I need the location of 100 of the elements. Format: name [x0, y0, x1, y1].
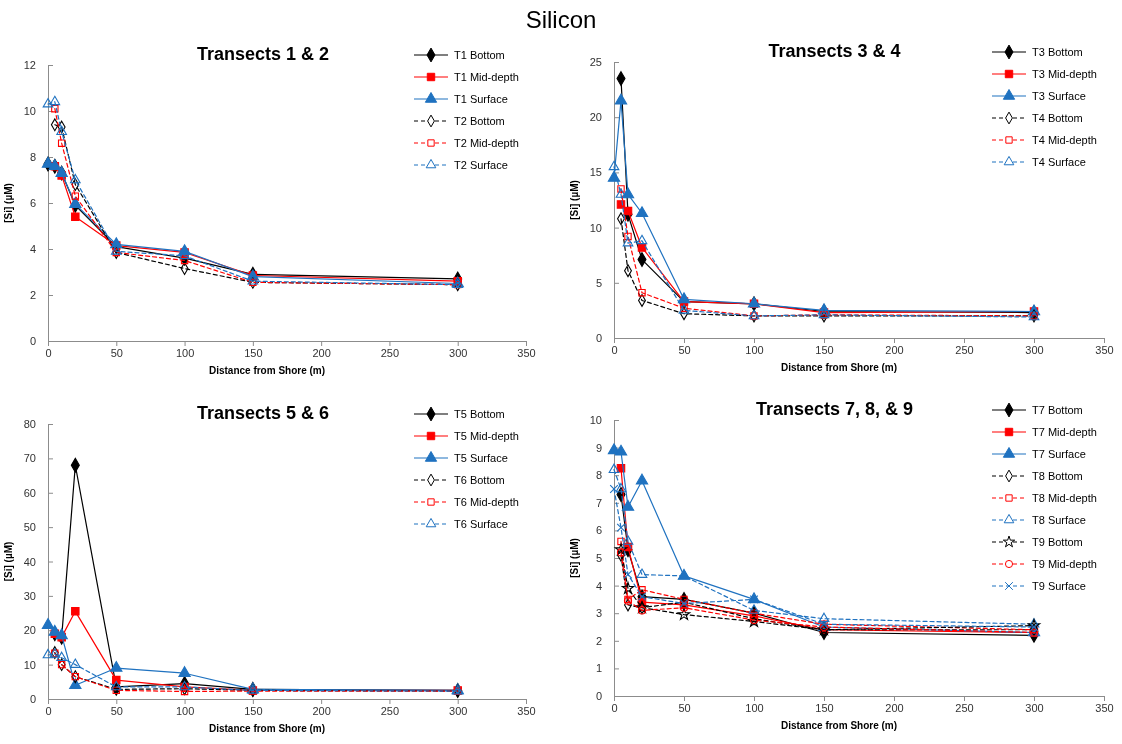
- y-tick-label: 10: [589, 221, 602, 234]
- x-tick-label: 300: [449, 346, 468, 359]
- x-axis-title: Distance from Shore (m): [208, 723, 326, 734]
- x-tick-label: 350: [1095, 343, 1114, 356]
- y-tick-label: 2: [29, 289, 36, 302]
- legend-label: T2 Mid-depth: [454, 137, 519, 149]
- legend-label: T9 Surface: [1032, 580, 1086, 592]
- x-tick-label: 350: [517, 346, 536, 359]
- y-tick-label: 4: [595, 579, 602, 592]
- x-tick-label: 100: [745, 701, 764, 714]
- y-tick-label: 2: [595, 634, 602, 647]
- y-axis-title: [Si] (µM): [569, 538, 580, 578]
- legend-label: T1 Bottom: [454, 49, 505, 61]
- legend-label: T7 Surface: [1032, 448, 1086, 460]
- y-tick-label: 5: [595, 552, 602, 565]
- legend-label: T9 Mid-depth: [1032, 558, 1097, 570]
- x-tick-label: 0: [45, 346, 52, 359]
- x-tick-label: 200: [885, 701, 904, 714]
- y-tick-label: 8: [29, 151, 36, 164]
- x-axis-title: Distance from Shore (m): [780, 362, 898, 373]
- legend-label: T8 Mid-depth: [1032, 492, 1097, 504]
- legend-label: T3 Surface: [1032, 90, 1086, 102]
- x-tick-label: 100: [175, 346, 195, 359]
- y-tick-label: 0: [595, 690, 602, 703]
- y-tick-label: 25: [589, 56, 602, 69]
- y-tick-label: 80: [23, 418, 36, 431]
- x-tick-label: 250: [380, 704, 400, 717]
- chart-title: Transects 1 & 2: [197, 44, 330, 64]
- x-tick-label: 0: [611, 701, 618, 714]
- x-tick-label: 300: [1025, 343, 1044, 356]
- x-tick-label: 150: [244, 704, 263, 717]
- x-tick-label: 50: [678, 701, 691, 714]
- y-tick-label: 1: [595, 662, 602, 675]
- legend-label: T3 Mid-depth: [1032, 68, 1097, 80]
- chart-title: Transects 5 & 6: [197, 403, 330, 423]
- y-tick-label: 6: [29, 197, 36, 210]
- x-tick-label: 150: [244, 346, 263, 359]
- y-tick-label: 50: [23, 521, 36, 534]
- x-tick-label: 50: [678, 343, 691, 356]
- legend-label: T3 Bottom: [1032, 46, 1083, 58]
- y-tick-label: 9: [595, 441, 602, 454]
- x-tick-label: 0: [45, 704, 52, 717]
- x-tick-label: 350: [1095, 701, 1114, 714]
- legend-label: T5 Bottom: [454, 408, 505, 420]
- y-tick-label: 10: [23, 105, 36, 118]
- y-tick-label: 0: [29, 693, 36, 706]
- y-tick-label: 5: [595, 276, 602, 289]
- x-tick-label: 200: [885, 343, 904, 356]
- legend-label: T9 Bottom: [1032, 536, 1083, 548]
- legend-label: T4 Surface: [1032, 156, 1086, 168]
- chart-title: Transects 3 & 4: [768, 41, 901, 61]
- legend-label: T1 Mid-depth: [454, 71, 519, 83]
- chart-title: Transects 7, 8, & 9: [755, 399, 914, 419]
- x-tick-label: 300: [1025, 701, 1044, 714]
- legend-label: T7 Mid-depth: [1032, 426, 1097, 438]
- y-tick-label: 6: [595, 524, 602, 537]
- x-tick-label: 100: [175, 704, 195, 717]
- legend-label: T8 Surface: [1032, 514, 1086, 526]
- legend-label: T6 Surface: [454, 518, 508, 530]
- y-tick-label: 7: [595, 496, 602, 509]
- x-tick-label: 100: [745, 343, 764, 356]
- legend-label: T2 Bottom: [454, 115, 505, 127]
- y-tick-label: 12: [23, 59, 36, 72]
- legend-label: T1 Surface: [454, 93, 508, 105]
- y-axis-title: [Si] (µM): [3, 183, 14, 223]
- y-tick-label: 10: [23, 658, 36, 671]
- y-axis-title: [Si] (µM): [569, 180, 580, 220]
- y-tick-label: 3: [595, 607, 602, 620]
- x-tick-label: 150: [815, 701, 834, 714]
- y-tick-label: 30: [23, 589, 36, 602]
- x-tick-label: 50: [110, 704, 123, 717]
- legend-label: T4 Bottom: [1032, 112, 1083, 124]
- y-axis-title: [Si] (µM): [3, 541, 14, 582]
- y-tick-label: 20: [589, 111, 602, 124]
- legend-label: T4 Mid-depth: [1032, 134, 1097, 146]
- y-tick-label: 60: [23, 486, 36, 499]
- x-tick-label: 200: [312, 346, 331, 359]
- x-tick-label: 150: [815, 343, 834, 356]
- x-tick-label: 250: [955, 701, 974, 714]
- legend-label: T5 Mid-depth: [454, 430, 519, 442]
- x-tick-label: 250: [955, 343, 974, 356]
- x-tick-label: 300: [449, 704, 468, 717]
- x-axis-title: Distance from Shore (m): [208, 365, 326, 376]
- x-axis-title: Distance from Shore (m): [780, 720, 898, 731]
- x-tick-label: 250: [380, 346, 400, 359]
- text: Silicon: [525, 6, 597, 33]
- legend-label: T8 Bottom: [1032, 470, 1083, 482]
- y-tick-label: 0: [595, 332, 602, 345]
- x-tick-label: 50: [110, 346, 123, 359]
- legend-label: T6 Bottom: [454, 474, 505, 486]
- y-tick-label: 15: [589, 166, 602, 179]
- legend-label: T5 Surface: [454, 452, 508, 464]
- x-tick-label: 200: [312, 704, 331, 717]
- x-tick-label: 350: [517, 704, 536, 717]
- y-tick-label: 8: [595, 469, 602, 482]
- y-tick-label: 70: [23, 452, 36, 465]
- legend-label: T6 Mid-depth: [454, 496, 519, 508]
- y-tick-label: 20: [23, 624, 36, 637]
- legend-label: T2 Surface: [454, 159, 508, 171]
- x-tick-label: 0: [611, 343, 618, 356]
